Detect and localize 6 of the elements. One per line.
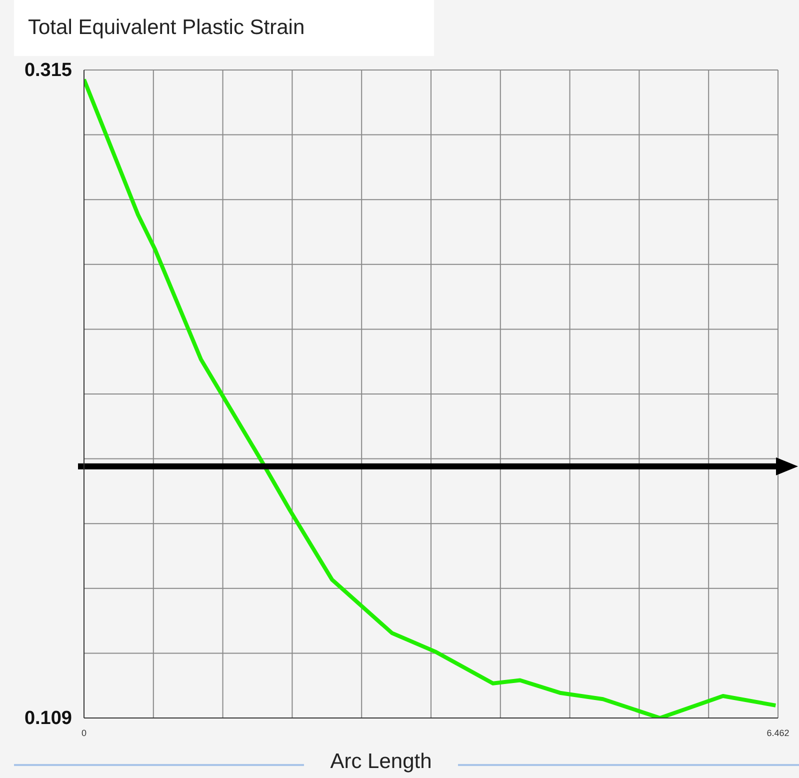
chart-title: Total Equivalent Plastic Strain <box>28 16 305 40</box>
y-tick-label: 0.315 <box>24 60 72 81</box>
x-axis-title: Arc Length <box>329 750 433 774</box>
x-tick-label: 6.462 <box>766 728 790 738</box>
x-tick-label: 0 <box>81 728 87 738</box>
y-tick-label: 0.109 <box>24 708 72 729</box>
